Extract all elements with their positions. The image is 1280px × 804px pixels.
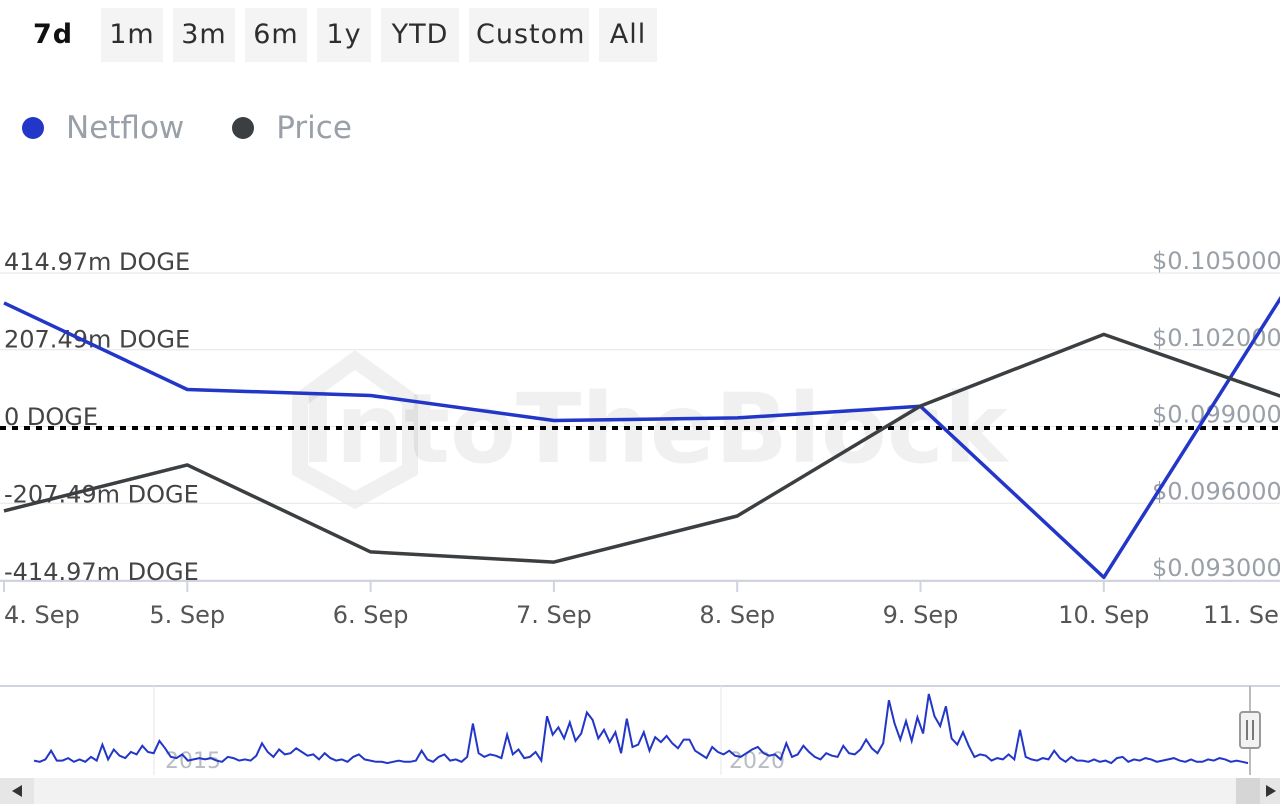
right-axis-tick-label: $0.105000 xyxy=(1152,247,1280,275)
x-axis-tick-label: 10. Sep xyxy=(1058,601,1149,629)
legend-price-label: Price xyxy=(276,110,352,146)
range-6m-button[interactable]: 6m xyxy=(245,8,307,62)
scroll-right-arrow-icon xyxy=(1266,785,1276,797)
left-axis-tick-label: -414.97m DOGE xyxy=(4,558,199,586)
right-axis-tick-label: $0.099000 xyxy=(1152,401,1280,429)
x-axis-tick-label: 9. Sep xyxy=(883,601,959,629)
legend-netflow-marker xyxy=(22,117,44,139)
navigator-scrollbar-track[interactable] xyxy=(0,778,1280,804)
range-1y-button[interactable]: 1y xyxy=(317,8,371,62)
legend-netflow-label: Netflow xyxy=(66,110,185,146)
left-axis-tick-label: 414.97m DOGE xyxy=(4,248,190,276)
left-axis-tick-label: 207.49m DOGE xyxy=(4,325,190,353)
right-axis-tick-label: $0.096000 xyxy=(1152,477,1280,505)
navigator-year-label: 2020 xyxy=(729,749,785,774)
range-3m-button[interactable]: 3m xyxy=(173,8,235,62)
x-axis-tick-label: 8. Sep xyxy=(699,601,775,629)
range-selector: 7d 1m 3m 6m 1y YTD Custom All xyxy=(0,8,667,62)
legend-item-netflow[interactable]: Netflow xyxy=(18,110,184,146)
range-custom-button[interactable]: Custom xyxy=(469,8,589,62)
x-axis-tick-label: 6. Sep xyxy=(333,601,409,629)
navigator-year-label: 2015 xyxy=(165,749,221,774)
series-line-price xyxy=(3,332,1280,564)
range-ytd-button[interactable]: YTD xyxy=(381,8,459,62)
scroll-left-arrow-icon xyxy=(12,785,22,797)
range-all-button[interactable]: All xyxy=(599,8,657,62)
legend-price-marker xyxy=(232,117,255,139)
x-axis-tick-label: 7. Sep xyxy=(516,601,592,629)
x-axis-tick-label: 11. Sep xyxy=(1203,601,1280,629)
range-7d-button[interactable]: 7d xyxy=(15,8,91,62)
navigator-handle[interactable] xyxy=(1239,711,1261,749)
navigator-series-line xyxy=(33,693,1249,765)
navigator-scrollbar-thumb[interactable] xyxy=(1236,778,1260,804)
series-line-netflow xyxy=(3,295,1280,580)
right-axis-tick-label: $0.102000 xyxy=(1152,324,1280,352)
x-axis-tick-label: 5. Sep xyxy=(149,601,225,629)
legend-item-price[interactable]: Price xyxy=(228,110,352,146)
right-axis-tick-label: $0.093000 xyxy=(1152,554,1280,582)
chart-legend: Netflow Price xyxy=(18,110,396,146)
watermark-logo-icon xyxy=(292,350,418,510)
x-axis-tick-label: 4. Sep xyxy=(4,601,80,629)
range-1m-button[interactable]: 1m xyxy=(101,8,163,62)
